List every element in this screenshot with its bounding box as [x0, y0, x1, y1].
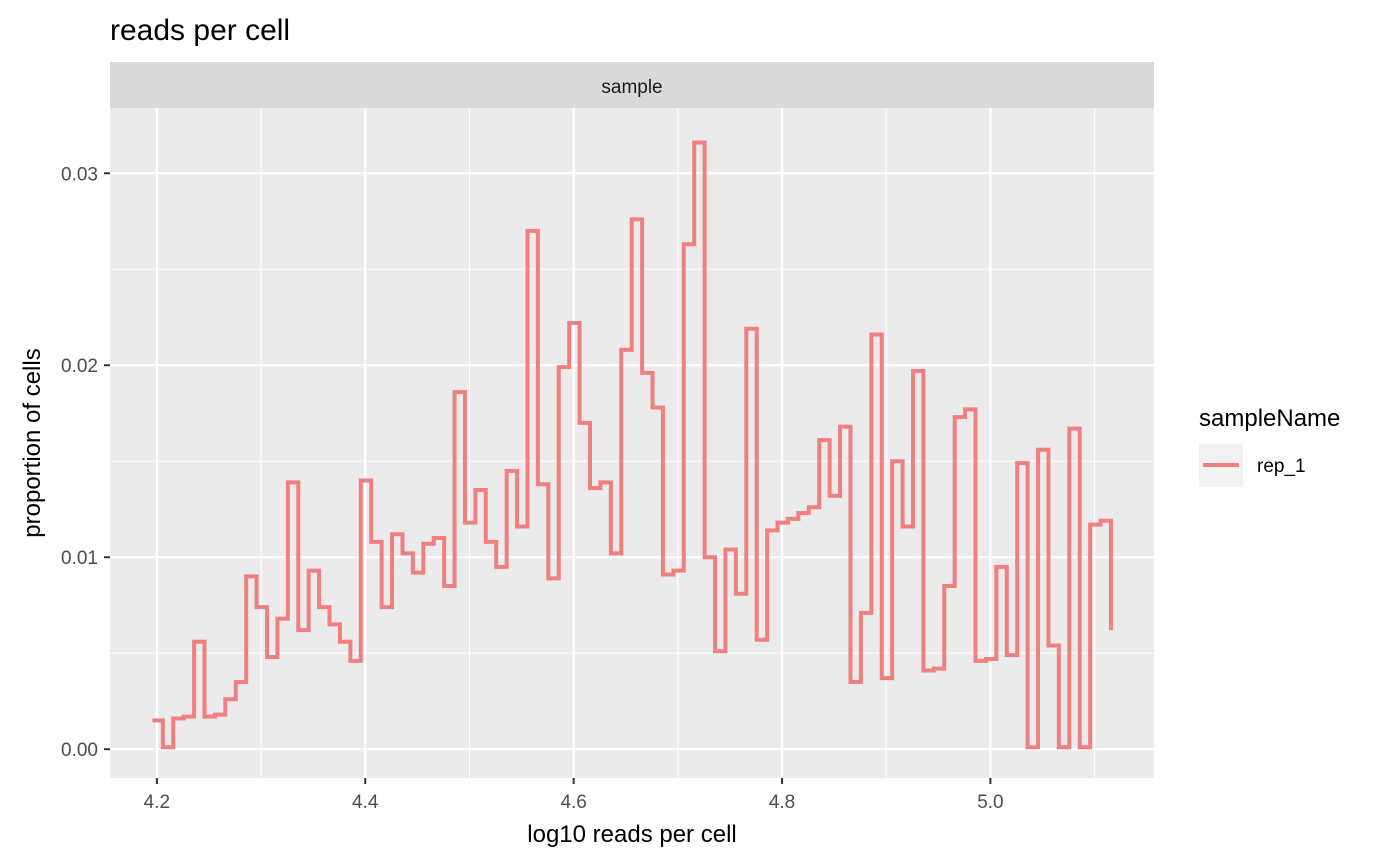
- y-tick-label: 0.00: [61, 740, 98, 761]
- minor-gridlines: [110, 108, 1154, 778]
- y-tick-label: 0.01: [61, 548, 98, 569]
- y-axis: 0.00 0.01 0.02 0.03: [61, 164, 110, 761]
- x-tick-label: 4.6: [560, 792, 586, 813]
- major-gridlines: [110, 108, 1154, 778]
- x-tick-label: 5.0: [977, 792, 1003, 813]
- y-axis-title: proportion of cells: [19, 348, 46, 537]
- x-tick-label: 4.2: [144, 792, 170, 813]
- x-tick-label: 4.8: [769, 792, 795, 813]
- series-layer: [152, 140, 1113, 750]
- chart-title: reads per cell: [110, 14, 290, 47]
- legend: sampleName rep_1: [1199, 405, 1340, 487]
- legend-label-rep-1: rep_1: [1257, 456, 1306, 477]
- x-axis: 4.2 4.4 4.6 4.8 5.0: [144, 778, 1004, 813]
- y-tick-label: 0.03: [61, 164, 98, 185]
- y-tick-label: 0.02: [61, 356, 98, 377]
- facet-strip: [110, 62, 1154, 108]
- x-axis-title: log10 reads per cell: [527, 821, 736, 848]
- plot-panel: [110, 108, 1154, 778]
- x-tick-label: 4.4: [352, 792, 379, 813]
- series-line-rep-1: [152, 140, 1113, 750]
- legend-title: sampleName: [1199, 405, 1340, 432]
- facet-strip-label: sample: [601, 77, 662, 98]
